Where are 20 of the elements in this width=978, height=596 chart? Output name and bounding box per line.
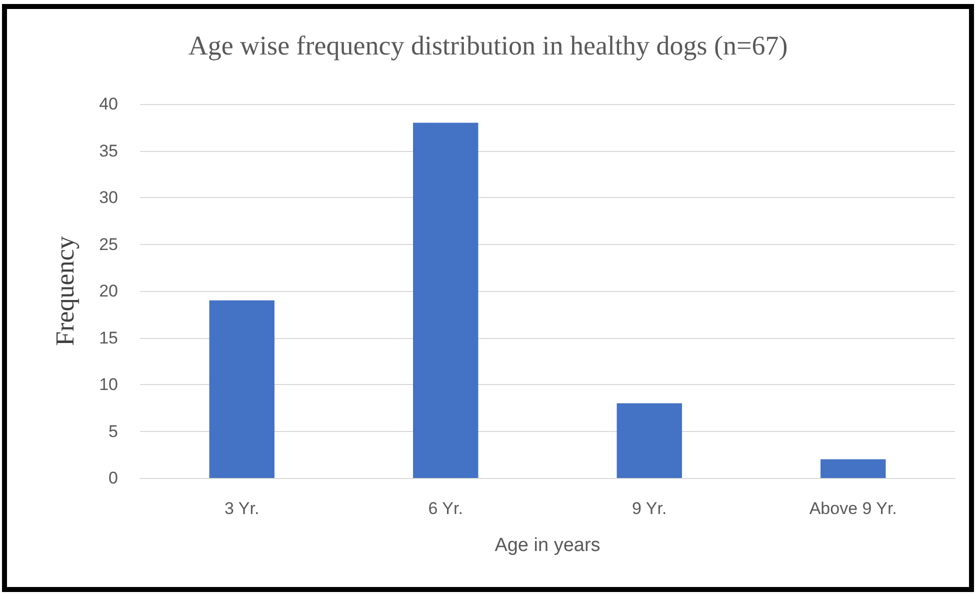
x-axis-title: Age in years: [494, 535, 600, 556]
y-tick-label: 40: [99, 94, 118, 114]
y-tick-label: 35: [99, 141, 118, 160]
x-tick-label: 3 Yr.: [224, 499, 260, 518]
bar: [413, 122, 478, 478]
y-tick-label: 25: [99, 234, 118, 254]
chart-title: Age wise frequency distribution in healthy dogs (n=67): [188, 30, 788, 60]
y-tick-label: 0: [108, 468, 118, 488]
x-tick-label: 6 Yr.: [428, 499, 463, 518]
x-tick-label: Above 9 Yr.: [809, 499, 897, 518]
bar: [820, 459, 886, 478]
bar: [209, 300, 274, 478]
y-tick-label: 5: [108, 422, 118, 441]
y-tick-label: 10: [99, 375, 118, 394]
y-tick-label: 20: [99, 282, 118, 300]
y-tick-label: 30: [99, 188, 118, 207]
y-axis-title: Frequency: [50, 236, 80, 346]
bar: [616, 403, 682, 478]
x-tick-label: 9 Yr.: [632, 499, 667, 518]
y-tick-label: 15: [99, 328, 118, 348]
